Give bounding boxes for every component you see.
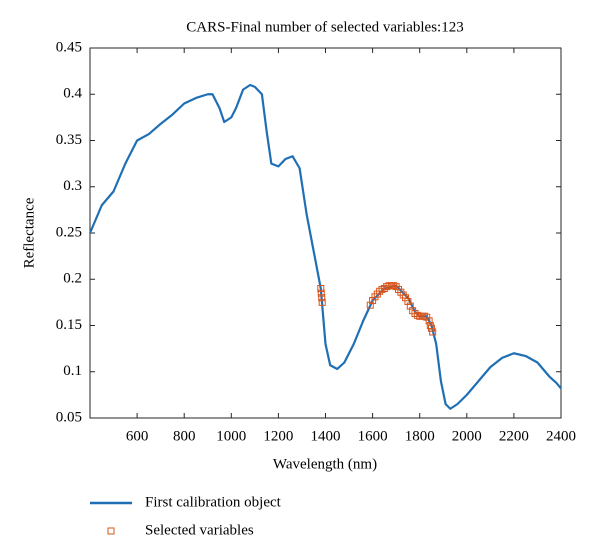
- chart-title: CARS-Final number of selected variables:…: [186, 19, 463, 35]
- x-tick-label: 2200: [499, 428, 529, 444]
- selected-marker: [402, 294, 410, 302]
- y-tick-label: 0.3: [63, 178, 82, 194]
- legend-label: First calibration object: [145, 494, 282, 510]
- legend-label: Selected variables: [145, 522, 254, 538]
- selected-marker: [369, 297, 377, 305]
- y-tick-label: 0.45: [56, 39, 82, 55]
- selected-marker: [423, 313, 431, 321]
- selected-marker: [425, 317, 433, 325]
- selected-marker: [318, 298, 326, 306]
- x-tick-label: 1000: [216, 428, 246, 444]
- y-tick-label: 0.05: [56, 409, 82, 425]
- y-tick-label: 0.4: [63, 86, 82, 102]
- selected-marker: [390, 282, 398, 290]
- plot-frame: [89, 47, 562, 419]
- x-tick-label: 2000: [452, 428, 482, 444]
- selected-marker: [427, 324, 435, 332]
- y-tick-label: 0.35: [56, 132, 82, 148]
- selected-marker: [318, 294, 326, 302]
- y-axis-label: Reflectance: [21, 197, 37, 268]
- selected-marker: [317, 289, 325, 297]
- selected-marker: [383, 283, 391, 291]
- selected-marker: [429, 328, 437, 336]
- y-tick-label: 0.15: [56, 317, 82, 333]
- legend-marker: [107, 527, 115, 535]
- x-tick-label: 1200: [263, 428, 293, 444]
- selected-marker: [317, 285, 325, 292]
- x-tick-label: 1600: [358, 428, 388, 444]
- x-tick-label: 2400: [546, 428, 576, 444]
- x-tick-label: 1800: [405, 428, 435, 444]
- y-tick-label: 0.1: [63, 363, 82, 379]
- selected-marker: [413, 311, 421, 319]
- data-line: [88, 83, 562, 410]
- selected-marker: [406, 302, 414, 310]
- y-tick-label: 0.25: [56, 224, 82, 240]
- x-tick-label: 600: [126, 428, 149, 444]
- selected-marker: [404, 297, 412, 305]
- x-tick-label: 1400: [311, 428, 341, 444]
- x-tick-label: 800: [173, 428, 196, 444]
- y-tick-label: 0.2: [63, 271, 82, 287]
- selected-marker: [420, 312, 428, 320]
- x-axis-label: Wavelength (nm): [273, 456, 377, 472]
- selected-marker: [366, 301, 374, 309]
